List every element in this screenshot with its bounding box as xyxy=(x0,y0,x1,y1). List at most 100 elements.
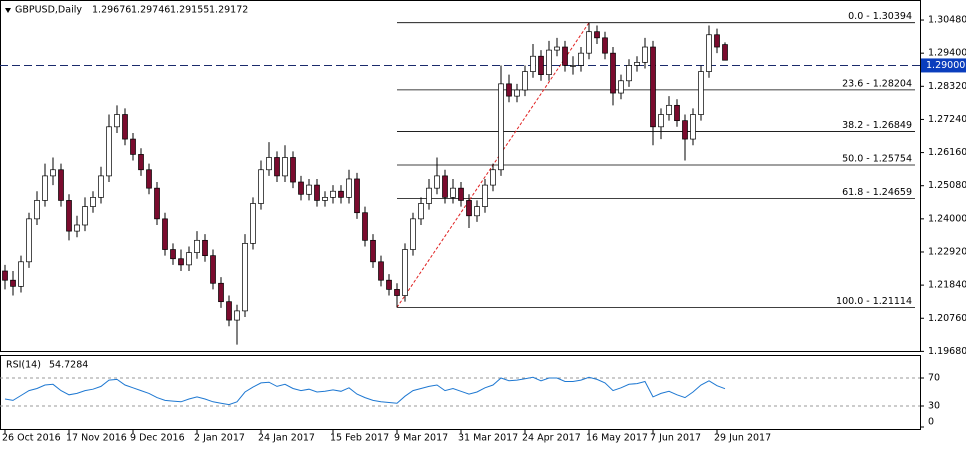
candle-body xyxy=(66,200,72,232)
panel-arrow xyxy=(5,8,11,13)
candle-body xyxy=(530,55,536,72)
candle-body xyxy=(450,187,456,198)
x-tick-label: 24 Apr 2017 xyxy=(522,433,581,444)
candle-body xyxy=(338,190,344,198)
candle-body xyxy=(178,258,184,266)
candle-body xyxy=(122,114,128,140)
candle-body xyxy=(82,206,88,226)
rsi-value: 54.7284 xyxy=(49,360,88,371)
candle-body xyxy=(410,218,416,250)
candle-body xyxy=(346,178,352,198)
x-tick-label: 9 Dec 2016 xyxy=(130,433,185,444)
candle-body xyxy=(466,200,472,217)
price-tag-label: 1.29000 xyxy=(926,60,965,71)
candle-body xyxy=(226,301,232,321)
candle-body xyxy=(514,89,520,97)
fib-label: 38.2 - 1.26849 xyxy=(842,120,912,131)
y-tick-label: 1.29400 xyxy=(928,48,966,59)
candle-body xyxy=(90,197,96,207)
rsi-line xyxy=(4,376,726,406)
y-tick-label: 1.19680 xyxy=(928,346,966,357)
candle-body xyxy=(298,181,304,195)
candle-body xyxy=(426,187,432,204)
y-tick-label: 1.25080 xyxy=(928,180,966,191)
candle-body xyxy=(314,184,320,201)
candle-body xyxy=(706,34,712,72)
candle-body xyxy=(546,49,552,75)
candle-body xyxy=(682,120,688,140)
fib-label: 61.8 - 1.24659 xyxy=(842,187,912,198)
rsi-y-tick-label: 0 xyxy=(928,417,934,428)
candle-body xyxy=(698,71,704,115)
candle-body xyxy=(378,261,384,281)
x-tick-label: 15 Feb 2017 xyxy=(330,433,389,444)
candle-body xyxy=(146,169,152,189)
candle-body xyxy=(650,46,656,128)
candle-body xyxy=(202,239,208,257)
candle-body xyxy=(458,187,464,201)
candle-body xyxy=(394,289,400,296)
candle-body xyxy=(10,279,16,287)
price-panel xyxy=(0,0,921,352)
candle-body xyxy=(98,175,104,198)
candle-body xyxy=(538,55,544,75)
candle-body xyxy=(690,114,696,140)
candle-body xyxy=(418,203,424,220)
candle-body xyxy=(442,175,448,198)
candle-body xyxy=(258,169,264,204)
candle-body xyxy=(402,249,408,296)
candle-body xyxy=(274,157,280,177)
candle-body xyxy=(618,80,624,94)
candle-body xyxy=(522,71,528,91)
candle-body xyxy=(474,206,480,217)
candle-body xyxy=(602,37,608,54)
candle-body xyxy=(130,138,136,155)
candle-body xyxy=(250,203,256,244)
symbol-title: GBPUSD,Daily xyxy=(15,5,82,16)
candle-body xyxy=(370,239,376,263)
x-tick-label: 29 Jun 2017 xyxy=(714,433,771,444)
y-tick-label: 1.22920 xyxy=(928,246,966,257)
candle-body xyxy=(570,65,576,67)
candle-body xyxy=(218,282,224,303)
y-tick-label: 1.24000 xyxy=(928,213,966,224)
fib-label: 50.0 - 1.25754 xyxy=(842,154,912,165)
x-tick-label: 26 Oct 2016 xyxy=(2,433,61,444)
x-tick-label: 24 Jan 2017 xyxy=(258,433,315,444)
candle-body xyxy=(722,44,728,61)
candle-body xyxy=(106,126,112,177)
y-tick-label: 1.30480 xyxy=(928,15,966,26)
candle-body xyxy=(34,200,40,220)
candle-body xyxy=(330,190,336,198)
candle-body xyxy=(306,184,312,195)
candle-body xyxy=(50,169,56,177)
candle-body xyxy=(386,279,392,290)
rsi-name: RSI(14) xyxy=(6,360,41,371)
candle-body xyxy=(322,197,328,201)
candle-body xyxy=(114,114,120,128)
x-tick-label: 16 May 2017 xyxy=(586,433,648,444)
candle-body xyxy=(282,157,288,177)
candle-body xyxy=(714,34,720,48)
candle-body xyxy=(562,46,568,66)
y-tick-label: 1.26160 xyxy=(928,147,966,158)
candle-body xyxy=(2,270,8,281)
y-tick-label: 1.27240 xyxy=(928,114,966,125)
candle-body xyxy=(666,104,672,115)
candle-body xyxy=(554,46,560,51)
candle-body xyxy=(626,65,632,82)
candle-body xyxy=(586,31,592,54)
candle-body xyxy=(658,114,664,128)
candle-body xyxy=(58,169,64,201)
candle-body xyxy=(170,249,176,260)
y-tick-label: 1.20760 xyxy=(928,313,966,324)
rsi-panel xyxy=(0,355,921,430)
candle-body xyxy=(674,104,680,122)
x-tick-label: 31 Mar 2017 xyxy=(458,433,518,444)
x-tick-label: 17 Nov 2016 xyxy=(66,433,127,444)
candle-body xyxy=(26,218,32,263)
rsi-y-tick-label: 30 xyxy=(928,401,940,412)
candle-body xyxy=(594,31,600,39)
candle-body xyxy=(634,62,640,66)
